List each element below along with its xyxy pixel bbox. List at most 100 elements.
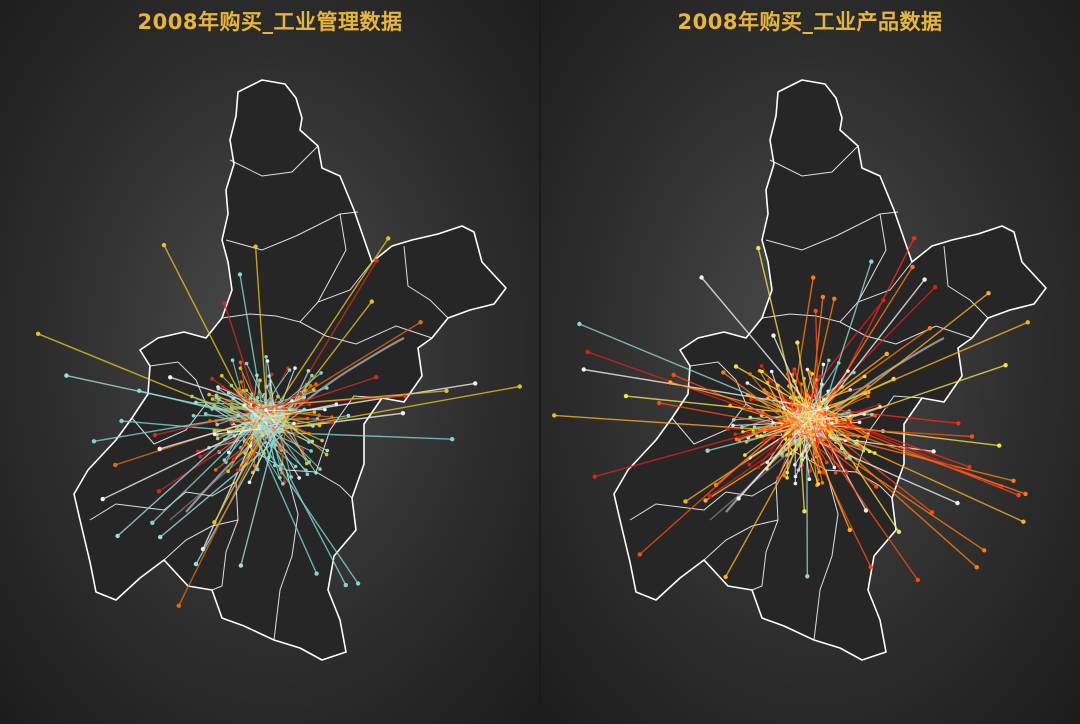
- flow-endpoint: [269, 372, 274, 377]
- flow-line: [639, 412, 800, 555]
- flow-endpoint: [866, 390, 871, 395]
- flow-line: [233, 405, 270, 460]
- flow-endpoint: [832, 296, 837, 301]
- flow-line: [806, 428, 808, 577]
- flow-line: [806, 298, 835, 417]
- flow-line: [254, 246, 268, 414]
- flow-endpoint: [152, 432, 158, 438]
- district-border: [839, 321, 973, 345]
- flow-endpoint: [846, 369, 850, 373]
- flow-endpoint: [314, 471, 318, 475]
- flow-endpoint: [374, 375, 379, 380]
- flow-endpoint: [235, 468, 240, 473]
- flow-endpoint: [705, 448, 710, 453]
- flow-endpoint: [656, 400, 662, 406]
- flow-endpoint: [800, 424, 805, 428]
- flow-endpoint: [756, 245, 761, 251]
- flow-endpoint: [849, 417, 853, 421]
- flow-endpoint: [671, 372, 676, 378]
- flow-line: [673, 374, 805, 432]
- flow-line: [811, 418, 822, 460]
- flow-endpoint: [743, 453, 747, 457]
- flow-lines: [35, 236, 522, 608]
- flow-endpoint: [818, 374, 822, 379]
- flow-line: [240, 434, 276, 566]
- flow-endpoint: [868, 564, 873, 570]
- flow-endpoint: [231, 457, 236, 462]
- flow-line: [272, 238, 389, 413]
- flow-lines: [552, 236, 1030, 583]
- flow-endpoint: [929, 510, 935, 515]
- flow-endpoint: [312, 410, 317, 414]
- flow-map-industrial-product: [552, 79, 1047, 661]
- flow-line: [810, 360, 830, 418]
- flow-endpoint: [592, 474, 597, 479]
- flow-endpoint: [927, 326, 933, 331]
- flow-line: [272, 431, 453, 440]
- flow-endpoint: [862, 374, 867, 379]
- flow-endpoint: [444, 388, 449, 393]
- flow-endpoint: [866, 384, 870, 389]
- city-boundary: [613, 79, 1047, 661]
- flow-endpoint: [805, 367, 810, 372]
- flow-line: [790, 429, 958, 504]
- flow-endpoint: [974, 565, 979, 570]
- flow-endpoint: [214, 395, 219, 400]
- flow-line: [257, 406, 281, 478]
- flow-endpoint: [319, 371, 323, 375]
- flow-line: [789, 409, 809, 433]
- district-border: [751, 481, 779, 591]
- flow-endpoint: [91, 439, 97, 444]
- flow-line: [808, 292, 989, 436]
- flow-line: [816, 261, 872, 429]
- flow-line: [266, 385, 520, 433]
- flow-endpoint: [832, 465, 837, 470]
- flow-endpoint: [806, 407, 810, 412]
- flow-line: [795, 419, 824, 477]
- panel-industrial-management: 2008年购买_工业管理数据: [0, 0, 540, 724]
- flow-endpoint: [193, 561, 199, 567]
- flow-endpoint: [258, 378, 262, 383]
- flow-endpoint: [325, 448, 330, 453]
- flow-endpoint: [287, 368, 292, 372]
- flow-endpoint: [759, 364, 764, 368]
- flow-line: [805, 362, 840, 413]
- flow-endpoint: [237, 272, 243, 277]
- panel-industrial-product: 2008年购买_工业产品数据: [540, 0, 1080, 724]
- flow-endpoint: [238, 360, 243, 365]
- flow-line: [214, 428, 262, 435]
- flow-endpoint: [309, 449, 313, 453]
- flow-endpoint: [297, 476, 302, 480]
- flow-endpoint: [782, 473, 786, 478]
- flow-line: [823, 424, 854, 428]
- flow-endpoint: [874, 484, 879, 489]
- flow-endpoint: [807, 370, 812, 374]
- flow-line: [93, 411, 266, 442]
- flow-endpoint: [113, 462, 118, 468]
- flow-line: [783, 407, 808, 426]
- flow-endpoint: [819, 432, 824, 437]
- flow-endpoint: [161, 242, 167, 248]
- flow-endpoint: [820, 294, 826, 300]
- flow-endpoint: [100, 496, 105, 502]
- flow-line: [276, 423, 292, 478]
- flow-endpoint: [298, 392, 303, 396]
- flow-endpoint: [305, 472, 310, 477]
- flow-endpoint: [312, 388, 316, 392]
- center-glow: [790, 402, 826, 438]
- district-border: [229, 145, 319, 177]
- flow-endpoint: [785, 476, 789, 480]
- flow-endpoint: [873, 451, 877, 455]
- flow-endpoint: [450, 437, 455, 442]
- flow-line: [803, 353, 888, 417]
- flow-line: [761, 371, 818, 416]
- flow-line: [795, 404, 1019, 496]
- flow-line: [796, 342, 812, 431]
- flow-line: [814, 406, 959, 424]
- flow-endpoint: [323, 407, 327, 412]
- flow-endpoint: [785, 453, 789, 457]
- flow-endpoint: [793, 481, 798, 486]
- flow-line: [278, 408, 305, 428]
- flow-endpoint: [821, 362, 826, 367]
- flow-line: [790, 385, 869, 407]
